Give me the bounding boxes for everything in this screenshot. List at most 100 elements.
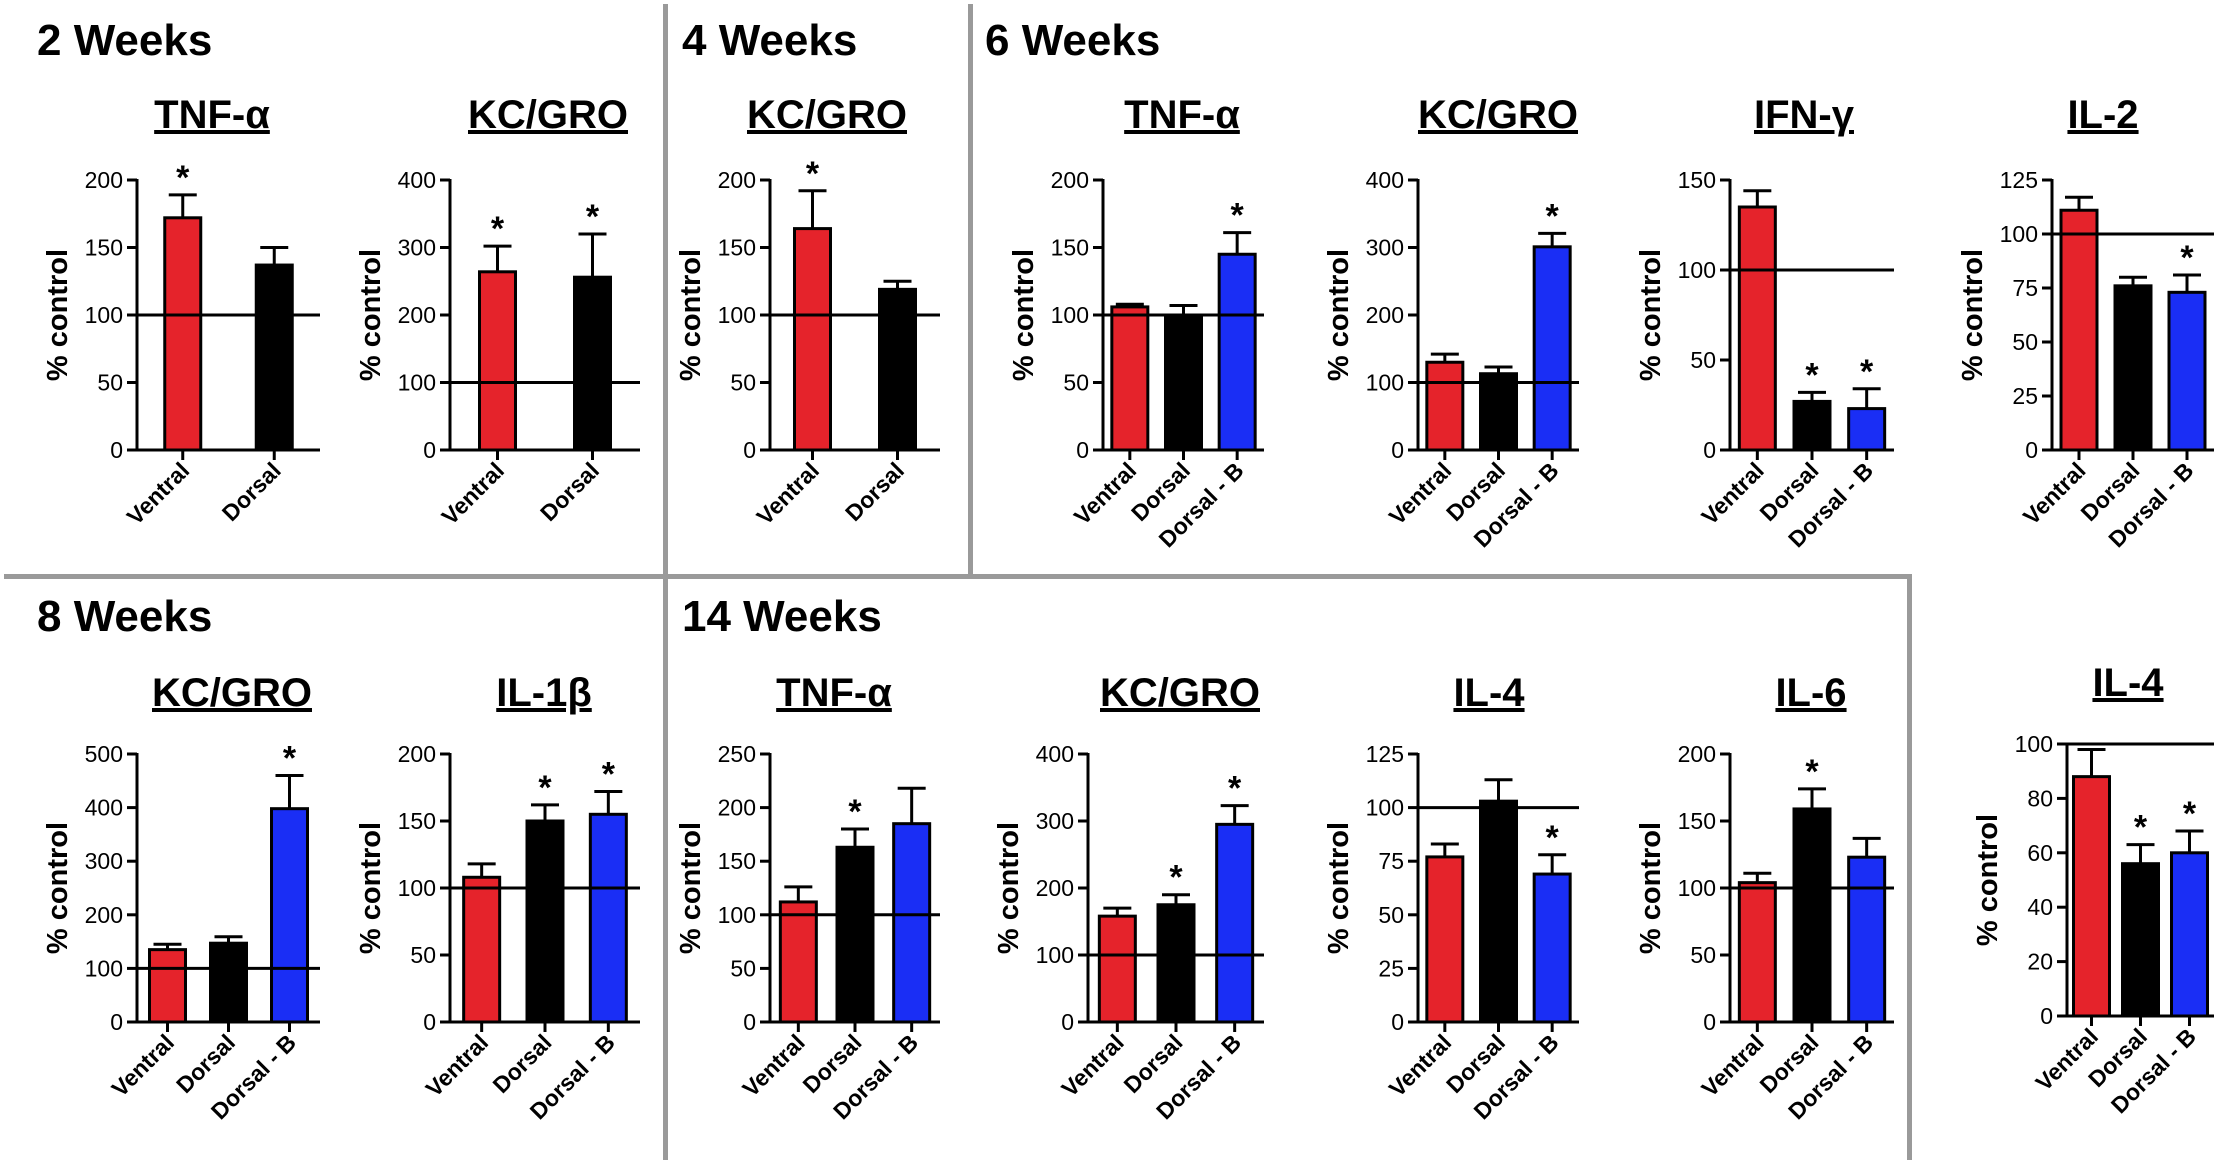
bar-ventral <box>462 875 502 1024</box>
bar-dorsal <box>1479 799 1518 1024</box>
y-tick-label: 50 <box>730 370 756 396</box>
y-tick-label: 0 <box>2040 1003 2053 1029</box>
y-tick-label: 25 <box>2012 383 2038 409</box>
y-tick-label: 0 <box>110 437 123 463</box>
bar-dorsal <box>1792 399 1832 452</box>
y-tick-label: 100 <box>1051 302 1089 328</box>
y-tick-label: 150 <box>1678 167 1716 193</box>
divider-8w-14w <box>663 574 668 1160</box>
x-tick-label-ventral: Ventral <box>421 1029 494 1102</box>
y-tick-label: 50 <box>1378 902 1404 928</box>
y-axis-label: % control <box>355 249 387 381</box>
chart-title: TNF-α <box>776 671 892 715</box>
significance-star-dorsal: * <box>1169 859 1183 897</box>
y-tick-label: 150 <box>718 848 756 874</box>
y-tick-label: 125 <box>2000 167 2038 193</box>
y-tick-label: 150 <box>718 235 756 261</box>
y-tick-label: 100 <box>1366 370 1404 396</box>
y-tick-label: 200 <box>718 167 756 193</box>
y-tick-label: 40 <box>2027 894 2053 920</box>
significance-star-dorsal: * <box>586 198 600 236</box>
bar-dorsal <box>254 263 294 452</box>
y-tick-label: 100 <box>1366 795 1404 821</box>
y-axis-label: % control <box>993 822 1025 954</box>
bar-ventral <box>1737 205 1777 452</box>
significance-star-dorsal-b: * <box>2180 239 2194 277</box>
divider-horizontal <box>4 574 1912 579</box>
bar-dorsal <box>573 275 612 452</box>
chart-title: IFN-γ <box>1754 93 1855 137</box>
x-tick-label-dorsal: Dorsal <box>840 457 909 526</box>
y-tick-label: 75 <box>1378 848 1404 874</box>
bar-dorsal-b <box>2170 851 2209 1018</box>
y-tick-label: 300 <box>85 848 123 874</box>
y-tick-label: 0 <box>743 437 756 463</box>
y-tick-label: 100 <box>398 875 436 901</box>
x-tick-label-dorsal: Dorsal <box>535 457 604 526</box>
y-axis-label: % control <box>1972 814 2004 946</box>
bar-dorsal-b <box>1847 407 1887 452</box>
divider-14w-right <box>1907 574 1912 1160</box>
bar-dorsal <box>835 845 875 1024</box>
bar-dorsal-b <box>892 822 932 1024</box>
divider-2w-4w <box>663 4 668 574</box>
bar-ventral <box>793 227 832 452</box>
y-tick-label: 100 <box>2000 221 2038 247</box>
y-tick-label: 100 <box>1678 875 1716 901</box>
chart-title: KC/GRO <box>1100 671 1260 715</box>
bar-dorsal-b <box>1532 245 1572 452</box>
bar-dorsal <box>1792 807 1832 1024</box>
y-tick-label: 300 <box>1036 808 1074 834</box>
y-tick-label: 150 <box>1051 235 1089 261</box>
y-tick-label: 50 <box>97 370 123 396</box>
bar-dorsal-b <box>1847 855 1887 1024</box>
y-tick-label: 0 <box>1391 437 1404 463</box>
chart-title: IL-1β <box>496 671 592 715</box>
y-tick-label: 200 <box>398 741 436 767</box>
y-tick-label: 400 <box>85 795 123 821</box>
y-tick-label: 200 <box>85 902 123 928</box>
bar-ventral <box>2072 775 2111 1018</box>
y-axis-label: % control <box>1635 822 1667 954</box>
bar-ventral <box>1110 305 1150 452</box>
y-tick-label: 50 <box>730 955 756 981</box>
significance-star-dorsal-b: * <box>1231 197 1245 235</box>
bar-ventral <box>148 948 187 1024</box>
y-tick-label: 100 <box>718 902 756 928</box>
x-tick-label-ventral: Ventral <box>737 1029 810 1102</box>
y-tick-label: 150 <box>85 235 123 261</box>
y-tick-label: 150 <box>398 808 436 834</box>
bar-ventral <box>1097 914 1137 1024</box>
y-axis-label: % control <box>1323 249 1355 381</box>
y-tick-label: 200 <box>1366 302 1404 328</box>
y-axis-label: % control <box>675 822 707 954</box>
significance-star-ventral: * <box>176 159 190 197</box>
bar-ventral <box>163 216 203 452</box>
y-tick-label: 75 <box>2012 275 2038 301</box>
chart-title: IL-6 <box>1775 671 1846 715</box>
significance-star-dorsal-b: * <box>1546 819 1560 857</box>
bar-dorsal <box>1156 903 1196 1024</box>
y-axis-label: % control <box>1008 249 1040 381</box>
significance-star-dorsal-b: * <box>1860 353 1874 391</box>
y-tick-label: 100 <box>398 370 436 396</box>
y-tick-label: 200 <box>1678 741 1716 767</box>
x-tick-label-ventral: Ventral <box>436 457 509 530</box>
x-tick-label-ventral: Ventral <box>751 457 824 530</box>
y-axis-label: % control <box>1957 249 1989 381</box>
x-tick-label-ventral: Ventral <box>122 457 195 530</box>
bar-dorsal-b <box>1217 252 1257 452</box>
bar-ventral <box>1737 881 1777 1024</box>
y-tick-label: 100 <box>85 302 123 328</box>
y-tick-label: 80 <box>2027 785 2053 811</box>
y-tick-label: 0 <box>423 437 436 463</box>
y-axis-label: % control <box>1635 249 1667 381</box>
y-tick-label: 50 <box>410 942 436 968</box>
